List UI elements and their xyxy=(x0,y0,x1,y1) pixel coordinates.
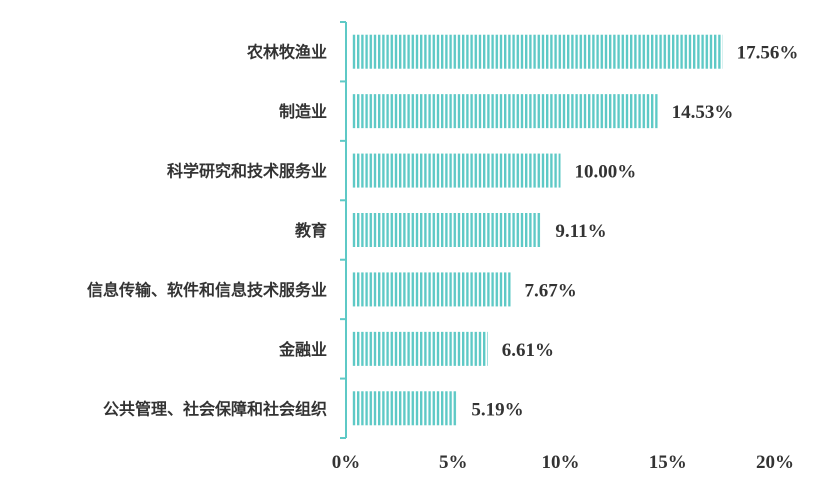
category-labels: 农林牧渔业制造业科学研究和技术服务业教育信息传输、软件和信息技术服务业金融业公共… xyxy=(87,43,327,419)
data-labels: 17.56% 14.53% 10.00% 9.11% 7.67% 6.61% 5.19% xyxy=(471,43,798,421)
category-label: 制造业 xyxy=(279,102,327,121)
bars-layer xyxy=(352,34,723,426)
bar xyxy=(352,94,658,129)
y-axis xyxy=(340,21,347,439)
bar xyxy=(352,34,723,69)
x-tick-label: 0% xyxy=(332,452,361,473)
x-tick-label: 15% xyxy=(649,452,687,473)
x-tick-label: 10% xyxy=(542,452,580,473)
category-label: 教育 xyxy=(295,221,327,240)
bar xyxy=(352,213,542,247)
x-tick-label: 20% xyxy=(756,452,794,473)
category-label: 农林牧渔业 xyxy=(246,43,327,62)
x-tick-label: 5% xyxy=(439,452,468,473)
data-label: 6.61% xyxy=(502,340,554,361)
data-label: 14.53% xyxy=(672,102,734,123)
category-label: 科学研究和技术服务业 xyxy=(167,162,327,181)
category-label: 金融业 xyxy=(278,340,327,359)
bar xyxy=(352,272,511,307)
data-label: 10.00% xyxy=(575,162,637,183)
data-label: 5.19% xyxy=(471,399,523,420)
bar xyxy=(352,391,458,426)
data-label: 7.67% xyxy=(525,280,577,301)
x-axis-tick-labels: 0% 5% 10% 15% 20% xyxy=(332,452,794,473)
category-label: 信息传输、软件和信息技术服务业 xyxy=(87,280,327,299)
data-label: 17.56% xyxy=(737,43,799,64)
bar xyxy=(352,331,488,366)
category-label: 公共管理、社会保障和社会组织 xyxy=(103,399,327,418)
data-label: 9.11% xyxy=(555,221,606,242)
bar xyxy=(352,153,561,188)
